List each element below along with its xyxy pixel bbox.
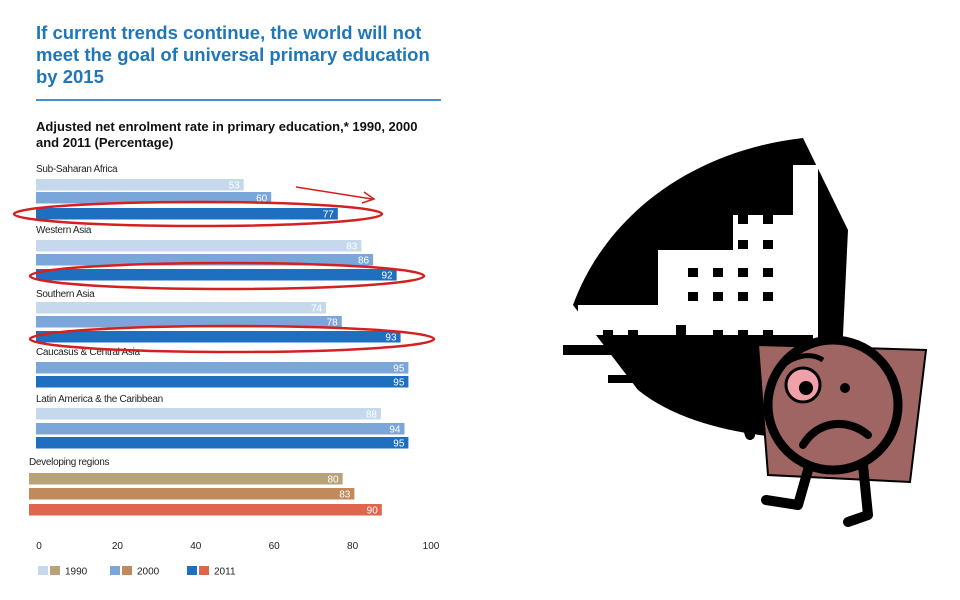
legend-swatch: [122, 566, 132, 575]
building-base: [563, 345, 798, 355]
bar: [29, 488, 355, 500]
trend-arrow-head: [361, 191, 376, 204]
x-tick-label: 20: [112, 541, 124, 552]
value-label: 80: [327, 475, 339, 486]
worried-student-clipart: [563, 138, 928, 527]
bar: [36, 240, 362, 252]
legend-swatch: [110, 566, 120, 575]
value-label: 53: [229, 181, 241, 192]
left-leg: [761, 465, 813, 510]
bar: [36, 362, 409, 374]
x-tick-label: 0: [36, 541, 42, 552]
group-label: Sub-Saharan Africa: [36, 164, 118, 175]
value-label: 94: [389, 425, 401, 436]
building-step: [608, 375, 768, 383]
tower-building: [578, 165, 818, 345]
bar: [36, 376, 409, 388]
value-label: 83: [339, 490, 351, 501]
value-label: 93: [385, 333, 397, 344]
legend-label: 2011: [214, 567, 236, 578]
eyebrow: [776, 353, 825, 372]
value-label: 90: [367, 506, 379, 517]
group-label: Caucasus & Central Asia: [36, 347, 140, 358]
legend-swatch: [199, 566, 209, 575]
x-tick-label: 40: [190, 541, 202, 552]
value-label: 92: [382, 271, 394, 282]
highlight-ellipse: [28, 324, 436, 354]
value-label: 78: [327, 318, 339, 329]
legend-label: 1990: [65, 567, 88, 578]
bar: [29, 504, 382, 516]
bar: [36, 331, 401, 343]
frown-mouth: [799, 419, 872, 449]
value-label: 95: [393, 439, 405, 450]
bar: [36, 316, 342, 328]
trend-arrow-line: [295, 186, 373, 200]
x-tick-label: 100: [423, 541, 440, 552]
headline: If current trends continue, the world wi…: [36, 22, 430, 87]
group-label: Western Asia: [36, 225, 92, 236]
group-label: Developing regions: [29, 457, 110, 468]
bar: [36, 269, 397, 281]
value-label: 77: [323, 210, 335, 221]
legend-swatch: [187, 566, 197, 575]
right-leg: [843, 460, 873, 527]
value-label: 95: [393, 364, 405, 375]
value-label: 83: [346, 242, 358, 253]
value-label: 60: [256, 194, 268, 205]
group-label: Southern Asia: [36, 289, 95, 300]
eye-dot: [840, 383, 850, 393]
bar: [36, 437, 409, 449]
highlight-ellipse: [12, 200, 384, 228]
headline-divider: [36, 99, 441, 101]
group-label: Latin America & the Caribbean: [36, 394, 163, 405]
legend-swatch: [50, 566, 60, 575]
bar: [36, 192, 272, 204]
x-tick-label: 60: [269, 541, 281, 552]
bar: [36, 179, 244, 191]
value-label: 74: [311, 304, 323, 315]
legend-swatch: [38, 566, 48, 575]
value-label: 88: [366, 410, 378, 421]
highlight-ellipse: [28, 261, 426, 291]
chart-subtitle: Adjusted net enrolment rate in primary e…: [36, 119, 418, 150]
bar: [36, 254, 374, 266]
value-label: 86: [358, 256, 370, 267]
legend-label: 2000: [137, 567, 160, 578]
bar: [36, 423, 405, 435]
bar: [36, 408, 381, 420]
x-tick-label: 80: [347, 541, 359, 552]
bar: [36, 302, 327, 314]
tower-windows: [603, 215, 773, 360]
value-label: 95: [393, 378, 405, 389]
eye-pupil: [799, 381, 813, 395]
bar: [36, 208, 338, 220]
bar: [29, 473, 343, 485]
